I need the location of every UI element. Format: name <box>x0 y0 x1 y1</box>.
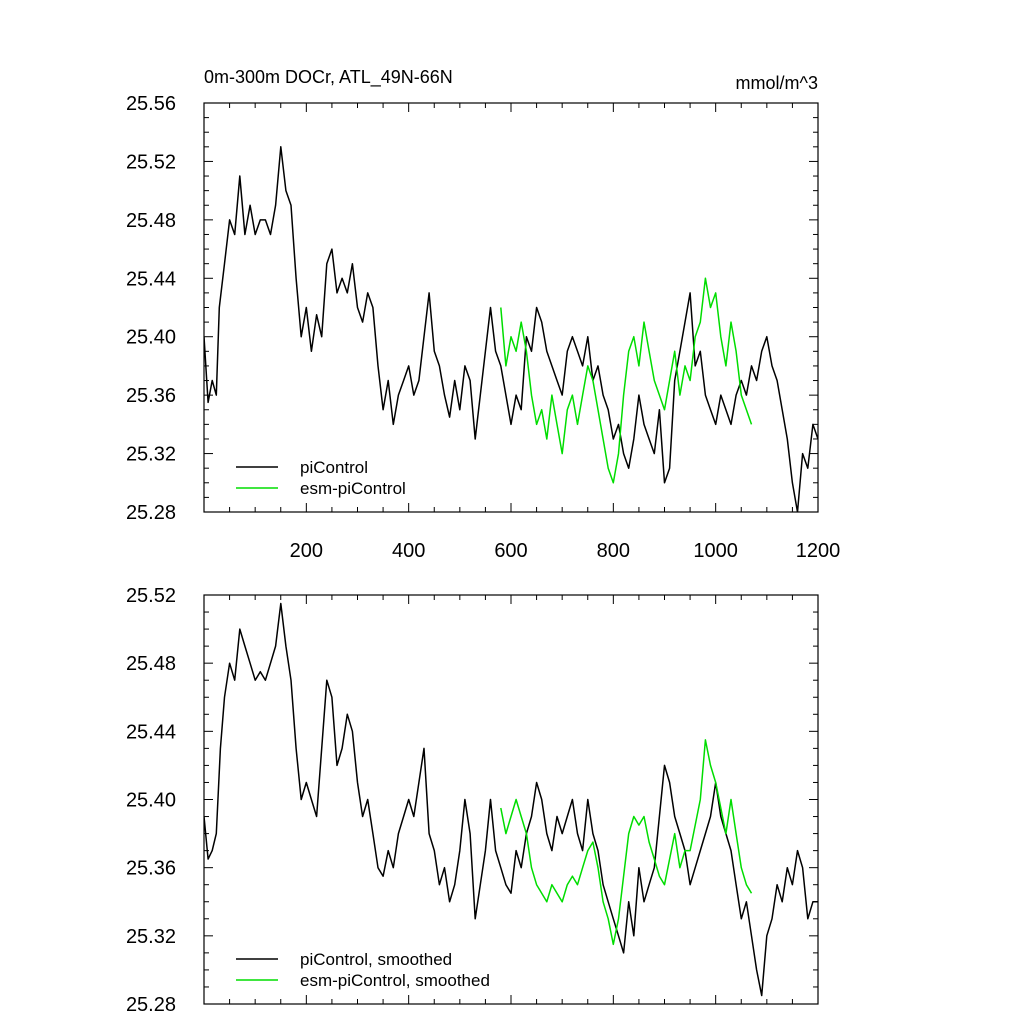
y-tick-label: 25.56 <box>126 93 176 115</box>
y-tick-label: 25.52 <box>126 151 176 173</box>
plot-frame <box>203 594 819 1005</box>
y-tick-label: 25.28 <box>126 994 176 1016</box>
x-tick-label: 400 <box>392 540 425 562</box>
y-tick-label: 25.40 <box>126 790 176 812</box>
series-line-picontrol <box>204 146 818 512</box>
bottom-panel: 25.28 25.32 25.36 25.40 25.44 25.48 25.52 piCon… <box>126 585 819 1016</box>
x-tick-label: 1200 <box>796 540 841 562</box>
plot-frame <box>203 102 819 513</box>
y-tick-label: 25.40 <box>126 327 176 349</box>
y-tick-label: 25.32 <box>126 926 176 948</box>
x-tick-label: 200 <box>290 540 323 562</box>
y-tick-label: 25.36 <box>126 385 176 407</box>
series-line-esm-picontrol <box>500 277 753 484</box>
y-tick-label: 25.28 <box>126 502 176 524</box>
series-line-picontrol-smoothed <box>204 602 818 997</box>
legend-label: piControl, smoothed <box>300 950 452 969</box>
y-tick-label: 25.52 <box>126 585 176 607</box>
x-tick-label: 1000 <box>693 540 738 562</box>
y-tick-label: 25.36 <box>126 858 176 880</box>
x-tick-label: 600 <box>494 540 527 562</box>
units-label: mmol/m^3 <box>736 73 818 93</box>
top-panel: 25.28 25.32 25.36 25.40 25.44 25.48 25.52 25.56… <box>126 67 840 562</box>
y-tick-label: 25.48 <box>126 210 176 232</box>
x-tick-label: 800 <box>597 540 630 562</box>
legend-label: esm-piControl <box>300 479 406 498</box>
y-tick-label: 25.44 <box>126 268 176 290</box>
y-tick-label: 25.48 <box>126 653 176 675</box>
y-tick-label: 25.32 <box>126 444 176 466</box>
legend-label: esm-piControl, smoothed <box>300 971 490 990</box>
series-line-esm-picontrol-smoothed <box>500 739 753 946</box>
legend-label: piControl <box>300 458 368 477</box>
y-tick-label: 25.44 <box>126 721 176 743</box>
chart-title: 0m-300m DOCr, ATL_49N-66N <box>204 67 453 88</box>
